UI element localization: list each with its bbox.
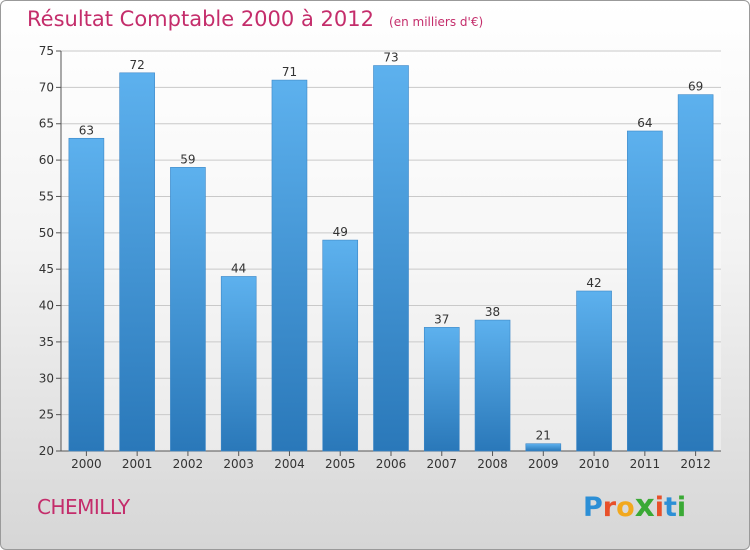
bar-2004 <box>271 79 308 452</box>
chart-title-block: Résultat Comptable 2000 à 2012 (en milli… <box>27 7 483 31</box>
data-label: 49 <box>333 225 348 239</box>
x-tick-label: 2003 <box>223 457 254 471</box>
logo-letter: i <box>676 492 687 523</box>
y-tick-label: 50 <box>39 226 54 240</box>
bar-2009 <box>525 443 562 452</box>
data-labels: 63 72 59 44 71 49 73 37 38 21 42 64 69 <box>79 51 704 443</box>
logo-letter: P <box>583 492 603 523</box>
axes: 20 25 30 35 40 45 50 55 60 65 70 75 2000 2001 2002 2003… <box>39 44 721 471</box>
x-tick-label: 2006 <box>376 457 407 471</box>
bar-2002 <box>170 167 206 452</box>
bars <box>68 65 714 452</box>
y-tick-label: 60 <box>39 153 54 167</box>
y-tick-label: 30 <box>39 371 54 385</box>
x-tick-label: 2010 <box>579 457 610 471</box>
logo-letter: i <box>654 492 664 523</box>
y-tick-label: 35 <box>39 335 54 349</box>
y-tick-label: 20 <box>39 444 54 458</box>
x-tick-label: 2000 <box>71 457 102 471</box>
chart-subtitle: (en milliers d'€) <box>389 15 484 29</box>
x-tick-label: 2008 <box>477 457 508 471</box>
y-tick-label: 75 <box>39 44 54 58</box>
bar-2011 <box>627 130 663 452</box>
x-tick-label: 2012 <box>680 457 711 471</box>
x-tick-label: 2001 <box>122 457 153 471</box>
bar-2003 <box>220 276 257 452</box>
data-label: 37 <box>434 312 449 326</box>
bar-2007 <box>423 327 460 452</box>
data-label: 69 <box>688 80 703 94</box>
logo-letter: o <box>616 492 635 523</box>
data-label: 64 <box>637 116 652 130</box>
x-tick-label: 2002 <box>173 457 204 471</box>
proxiti-logo: Proxiti <box>583 488 686 524</box>
data-label: 59 <box>180 152 195 166</box>
data-label: 63 <box>79 123 94 137</box>
bar-2005 <box>322 239 359 452</box>
y-tick-label: 40 <box>39 299 54 313</box>
x-tick-label: 2004 <box>274 457 305 471</box>
y-tick-label: 25 <box>39 408 54 422</box>
x-tick-label: 2007 <box>426 457 457 471</box>
data-label: 72 <box>130 58 145 72</box>
data-label: 21 <box>536 429 551 443</box>
data-label: 44 <box>231 261 246 275</box>
logo-letter: x <box>634 488 655 524</box>
data-label: 42 <box>586 276 601 290</box>
bar-2010 <box>576 290 612 452</box>
data-label: 71 <box>282 65 297 79</box>
y-tick-label: 65 <box>39 117 54 131</box>
data-label: 73 <box>383 51 398 65</box>
x-tick-label: 2011 <box>630 457 661 471</box>
y-tick-label: 70 <box>39 80 54 94</box>
data-label: 38 <box>485 305 500 319</box>
chart-title: Résultat Comptable 2000 à 2012 <box>27 7 374 31</box>
y-tick-label: 55 <box>39 189 54 203</box>
bar-2001 <box>119 72 155 452</box>
x-tick-label: 2009 <box>528 457 559 471</box>
place-name: CHEMILLY <box>37 495 130 519</box>
bar-2008 <box>474 319 511 452</box>
y-tick-label: 45 <box>39 262 54 276</box>
logo-letter: t <box>663 492 677 523</box>
bar-2006 <box>373 65 409 452</box>
bar-2000 <box>68 137 105 452</box>
x-tick-label: 2005 <box>325 457 356 471</box>
logo-letter: r <box>602 492 617 523</box>
bar-2012 <box>677 94 714 452</box>
